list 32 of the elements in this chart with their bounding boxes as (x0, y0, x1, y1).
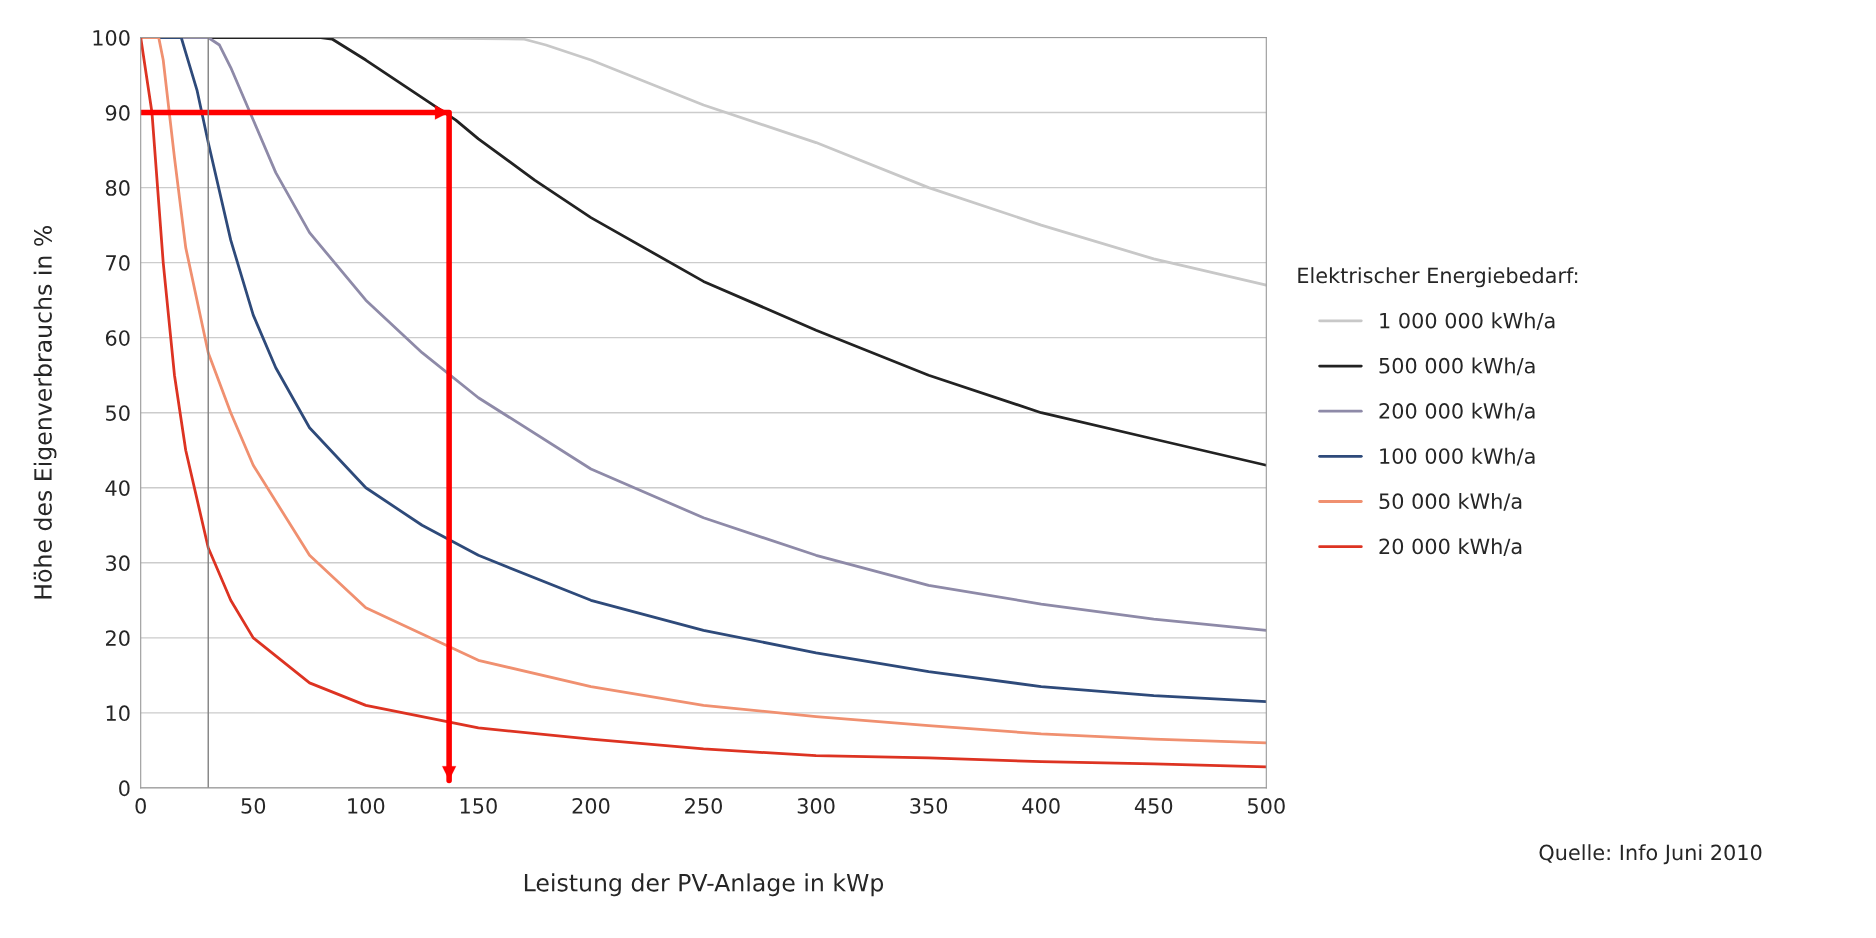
legend-label: 20 000 kWh/a (1379, 538, 1522, 556)
x-tick-label: 400 (1022, 798, 1060, 814)
y-tick-label: 90 (105, 105, 130, 121)
y-tick-label: 30 (106, 555, 130, 572)
x-tick-label: 250 (685, 798, 722, 814)
legend-label: 50 000 kWh/a (1379, 492, 1522, 511)
x-axis-title: Leistung der PV-Anlage in kWp (524, 873, 884, 897)
x-tick-label: 350 (910, 798, 948, 814)
source-note: Quelle: Info Juni 2010 (1539, 844, 1762, 865)
y-tick-label: 80 (105, 180, 130, 196)
x-tick-label: 0 (135, 798, 146, 814)
y-tick-label: 10 (106, 705, 130, 722)
x-tick-label: 200 (572, 798, 610, 814)
legend-label: 200 000 kWh/a (1379, 402, 1535, 421)
y-tick-label: 50 (106, 405, 130, 421)
x-tick-label: 100 (348, 798, 385, 814)
legend-label: 100 000 kWh/a (1380, 447, 1535, 466)
y-tick-label: 60 (105, 330, 130, 346)
x-tick-label: 300 (797, 798, 835, 814)
y-tick-label: 40 (105, 480, 130, 496)
x-tick-label: 50 (241, 798, 266, 814)
x-tick-label: 450 (1134, 798, 1173, 814)
legend-label: 500 000 kWh/a (1379, 357, 1535, 376)
y-tick-label: 100 (93, 29, 130, 46)
y-tick-label: 70 (106, 255, 130, 271)
legend-label: 1 000 000 kWh/a (1380, 312, 1555, 331)
x-tick-label: 500 (1248, 798, 1285, 814)
y-tick-label: 20 (105, 630, 130, 647)
y-tick-label: 0 (119, 780, 130, 797)
legend-title: Elektrischer Energiebedarf: (1298, 267, 1578, 288)
y-axis-title: Höhe des Eigenverbrauchs in % (33, 226, 57, 599)
x-tick-label: 150 (460, 798, 497, 814)
